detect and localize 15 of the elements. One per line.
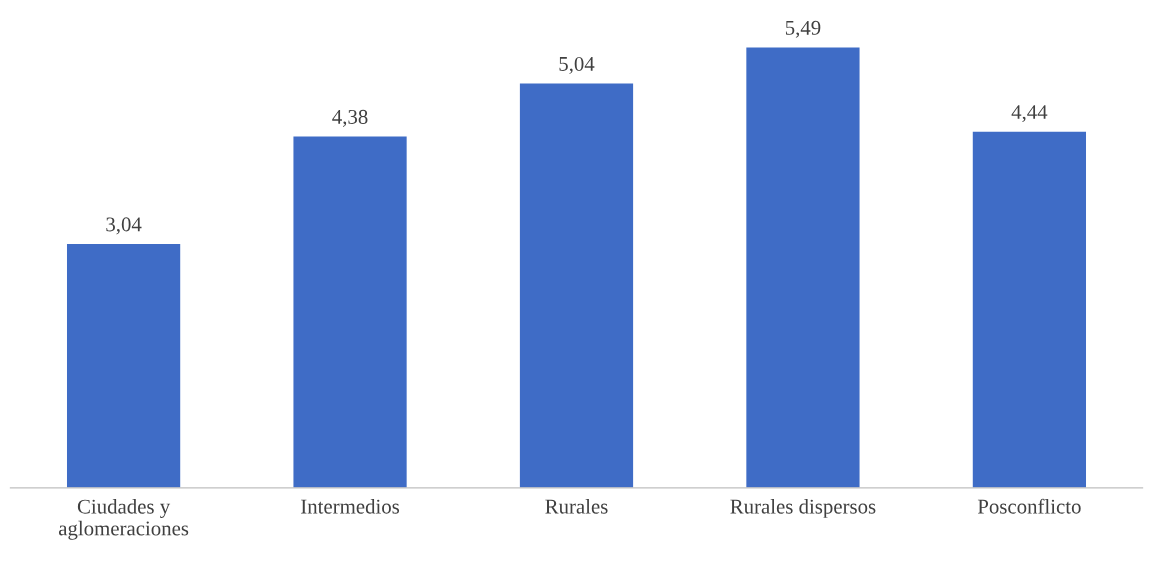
- x-tick-label: Rurales dispersos: [730, 498, 876, 518]
- bar: [66, 243, 181, 488]
- bar: [972, 131, 1087, 488]
- bar: [746, 47, 860, 488]
- x-tick-label: Intermedios: [301, 498, 400, 514]
- x-tick-label: Ciudades y aglomeraciones: [58, 498, 189, 540]
- data-label: 4,44: [1011, 105, 1048, 123]
- bar: [293, 136, 407, 488]
- bar: [519, 83, 634, 488]
- x-tick-label: Rurales: [545, 498, 608, 514]
- data-label: 5,04: [559, 56, 595, 74]
- data-label: 4,38: [332, 109, 368, 127]
- data-label: 3,04: [106, 217, 142, 235]
- x-tick-label: Posconflicto: [977, 498, 1081, 514]
- data-label: 5,49: [785, 20, 821, 38]
